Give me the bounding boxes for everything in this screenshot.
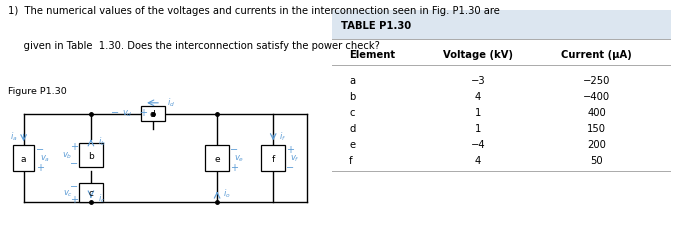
- Text: 1)  The numerical values of the voltages and currents in the interconnection see: 1) The numerical values of the voltages …: [8, 6, 500, 16]
- Text: 4: 4: [475, 155, 481, 165]
- Text: b: b: [88, 151, 94, 160]
- Text: $v_c$: $v_c$: [62, 188, 73, 198]
- Text: +: +: [71, 195, 78, 204]
- Bar: [13, 146, 34, 171]
- Text: f: f: [349, 155, 353, 165]
- Text: e: e: [214, 154, 220, 163]
- Text: Current (μA): Current (μA): [561, 50, 632, 60]
- Text: −: −: [111, 108, 119, 118]
- Text: −: −: [70, 158, 78, 168]
- Text: $i_o$: $i_o$: [223, 186, 231, 199]
- Text: $v_a$: $v_a$: [41, 153, 51, 164]
- Text: 4: 4: [475, 92, 481, 101]
- Text: −: −: [230, 144, 238, 155]
- Text: +: +: [230, 162, 238, 172]
- Text: +: +: [138, 108, 146, 118]
- Text: +: +: [36, 162, 44, 172]
- Text: c: c: [88, 188, 94, 197]
- Text: 400: 400: [587, 107, 606, 117]
- Text: 1: 1: [475, 107, 481, 117]
- Text: a: a: [349, 76, 355, 85]
- Text: 200: 200: [587, 139, 606, 149]
- Text: $v_e$: $v_e$: [234, 153, 244, 164]
- Bar: [141, 107, 165, 122]
- Text: $i_a$: $i_a$: [10, 130, 18, 142]
- Bar: [205, 146, 229, 171]
- Text: 1: 1: [475, 123, 481, 134]
- Text: $i_f$: $i_f$: [279, 130, 286, 142]
- Bar: [79, 144, 103, 167]
- Text: b: b: [349, 92, 355, 101]
- Text: $v_b$: $v_b$: [62, 150, 73, 161]
- Text: e: e: [349, 139, 355, 149]
- Bar: [261, 146, 285, 171]
- Text: 50: 50: [591, 155, 603, 165]
- Text: a: a: [21, 154, 26, 163]
- Text: +: +: [286, 144, 294, 155]
- Bar: [79, 183, 103, 202]
- Text: −400: −400: [583, 92, 610, 101]
- Text: TABLE P1.30: TABLE P1.30: [340, 21, 411, 31]
- Text: $v_d$: $v_d$: [122, 108, 132, 118]
- Text: −: −: [36, 144, 44, 155]
- Text: −: −: [70, 181, 78, 191]
- Bar: [332, 11, 671, 40]
- Text: f: f: [272, 154, 275, 163]
- Text: $i_d$: $i_d$: [167, 96, 175, 109]
- Text: Figure P1.30: Figure P1.30: [8, 87, 67, 96]
- Text: $v_f$: $v_f$: [290, 153, 300, 164]
- Text: Voltage (kV): Voltage (kV): [443, 50, 513, 60]
- Text: given in Table  1.30. Does the interconnection satisfy the power check?: given in Table 1.30. Does the interconne…: [8, 41, 380, 51]
- Text: c: c: [349, 107, 355, 117]
- Text: 150: 150: [587, 123, 606, 134]
- Text: −250: −250: [583, 76, 610, 85]
- Text: $i_c$: $i_c$: [98, 191, 105, 204]
- Text: −: −: [286, 162, 294, 172]
- Text: $i_b$: $i_b$: [98, 134, 106, 147]
- Text: d: d: [150, 110, 155, 119]
- Text: Element: Element: [349, 50, 395, 60]
- Text: +: +: [71, 142, 78, 152]
- Text: −3: −3: [471, 76, 485, 85]
- Text: d: d: [349, 123, 355, 134]
- Text: −4: −4: [471, 139, 485, 149]
